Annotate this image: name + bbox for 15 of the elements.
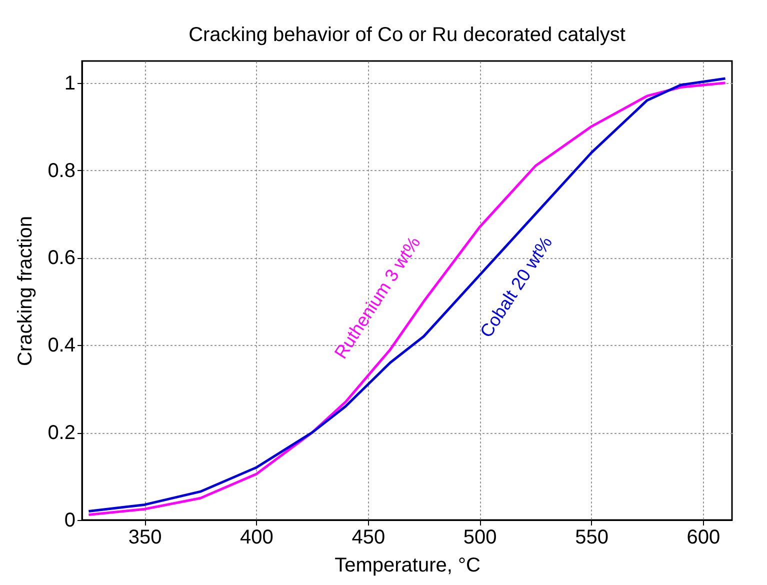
x-axis-title: Temperature, °C (334, 554, 480, 576)
y-tick-label: 0.6 (48, 247, 76, 270)
x-tick-label: 550 (575, 526, 608, 548)
chart-title: Cracking behavior of Co or Ru decorated catalyst (188, 24, 626, 46)
y-tick-label: 1 (64, 72, 76, 94)
x-tick-label: 600 (686, 526, 720, 548)
y-axis-title: Cracking fraction (14, 216, 37, 366)
x-tick-label: 500 (463, 526, 497, 548)
y-tick-label: 0.2 (48, 422, 76, 444)
x-tick-label: 400 (240, 526, 274, 548)
x-tick-label: 450 (352, 526, 386, 548)
y-tick-label: 0.8 (48, 160, 76, 182)
y-tick-label: 0 (64, 510, 76, 532)
x-tick-label: 350 (128, 526, 162, 548)
y-tick-label: 0.4 (48, 334, 76, 357)
